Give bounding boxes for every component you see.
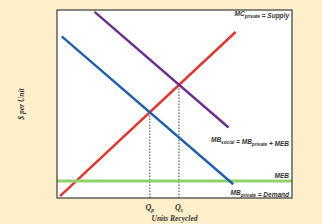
series-label: MCprivate = Supply — [235, 10, 290, 20]
series-label: MEB — [275, 172, 290, 179]
drop-line — [149, 112, 150, 198]
annotation-label: Qp — [145, 203, 154, 213]
plot-area — [57, 10, 292, 198]
series-line — [95, 12, 229, 128]
y-axis-label: $ per Unit — [17, 87, 26, 120]
plot-marks — [57, 12, 292, 198]
series-line — [57, 180, 292, 183]
series-label: MBprivate = Demand — [231, 189, 290, 198]
chart: MCprivate = Supply MBsocial = MBprivate +… — [0, 0, 322, 224]
x-axis-label: Units Recycled — [151, 214, 197, 223]
plot-frame — [57, 10, 292, 198]
series-label: MBsocial = MBprivate + MEB — [211, 136, 289, 147]
annotation-label: Qs — [175, 203, 184, 213]
series-line — [62, 36, 234, 184]
